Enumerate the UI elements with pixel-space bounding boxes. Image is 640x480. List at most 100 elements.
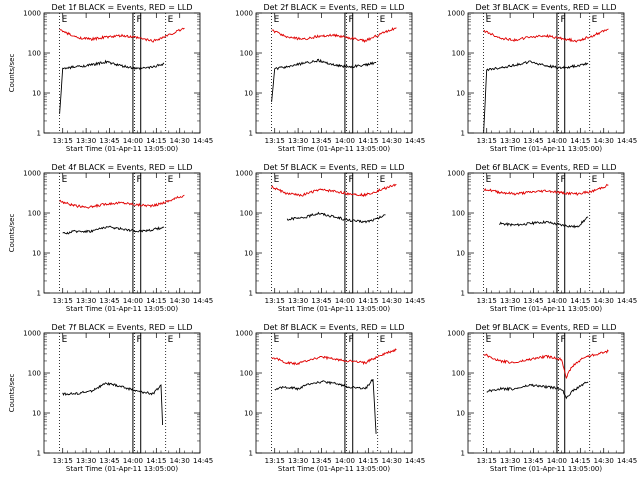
x-tick-label: 13:45 [311,297,331,305]
x-tick-label: 14:00 [123,137,143,145]
x-tick-label: 14:45 [193,137,213,145]
y-tick-label: 10 [456,250,465,258]
series-line-events [59,59,165,114]
series-line-lld [271,27,397,44]
x-tick-label: 13:30 [76,137,96,145]
marker-label: E [168,175,174,185]
chart-panel-3: Det 3f BLACK = Events, RED = LLD E F E 1 10 10… [447,3,637,153]
series-line-lld [483,28,609,43]
y-tick-label: 1000 [23,10,41,18]
x-tick-label: 14:45 [617,297,637,305]
x-axis-label: Start Time (01-Apr-11 13:05:00) [66,145,178,153]
x-tick-label: 13:45 [99,457,119,465]
x-tick-label: 13:30 [500,137,520,145]
chart-title: Det 2f BLACK = Events, RED = LLD [263,3,404,12]
x-tick-label: 13:15 [477,457,497,465]
x-tick-label: 14:45 [405,457,425,465]
x-tick-label: 14:15 [358,457,378,465]
y-tick-label: 1000 [447,170,465,178]
chart-panel-4: Det 4f BLACK = Events, RED = LLD E F E 1 10 10… [8,163,213,313]
x-tick-label: 14:45 [193,457,213,465]
marker-label: E [592,175,598,185]
series-line-lld [483,349,609,380]
chart-panel-2: Det 2f BLACK = Events, RED = LLD E F E 1 10 10… [235,3,425,153]
x-tick-label: 13:45 [311,457,331,465]
x-tick-label: 13:15 [477,297,497,305]
x-tick-label: 14:15 [146,137,166,145]
series-line-lld [271,183,397,198]
chart-panel-5: Det 5f BLACK = Events, RED = LLD E F E 1 10 10… [235,163,425,313]
y-tick-label: 10 [244,90,253,98]
x-tick-label: 13:30 [76,297,96,305]
series-line-events [274,379,377,434]
series-line-lld [59,27,185,43]
marker-label: E [62,335,68,345]
x-tick-label: 14:30 [170,457,190,465]
y-tick-label: 10 [456,410,465,418]
y-tick-label: 1000 [235,10,253,18]
plot-frame [467,12,625,134]
x-tick-label: 13:30 [76,457,96,465]
x-axis-label: Start Time (01-Apr-11 13:05:00) [490,465,602,473]
y-tick-label: 1 [37,450,41,458]
x-tick-label: 14:30 [594,457,614,465]
x-tick-label: 13:30 [288,137,308,145]
y-tick-label: 10 [244,250,253,258]
y-tick-label: 1000 [447,10,465,18]
plot-frame [43,332,201,454]
x-tick-label: 14:30 [594,137,614,145]
y-tick-label: 1 [37,290,41,298]
x-tick-label: 13:45 [523,297,543,305]
marker-label: E [168,335,174,345]
chart-title: Det 8f BLACK = Events, RED = LLD [263,323,404,332]
x-axis-label: Start Time (01-Apr-11 13:05:00) [66,465,178,473]
x-tick-label: 14:00 [123,457,143,465]
y-tick-label: 100 [452,210,465,218]
chart-panel-1: Det 1f BLACK = Events, RED = LLD E F E 1 10 10… [8,3,213,153]
series-line-events [271,58,377,102]
x-axis-label: Start Time (01-Apr-11 13:05:00) [490,145,602,153]
y-tick-label: 10 [244,410,253,418]
chart-title: Det 3f BLACK = Events, RED = LLD [475,3,616,12]
chart-panel-7: Det 7f BLACK = Events, RED = LLD E F E 1 10 10… [8,323,213,473]
y-tick-label: 100 [452,50,465,58]
x-tick-label: 14:45 [193,297,213,305]
x-tick-label: 14:45 [405,137,425,145]
y-tick-label: 1000 [23,330,41,338]
x-tick-label: 13:15 [477,137,497,145]
marker-label: F [136,175,141,185]
y-tick-label: 1 [37,130,41,138]
y-tick-label: 1 [461,290,465,298]
y-tick-label: 100 [240,370,253,378]
x-tick-label: 14:00 [547,297,567,305]
marker-label: E [274,335,280,345]
x-tick-label: 13:45 [523,137,543,145]
chart-title: Det 1f BLACK = Events, RED = LLD [51,3,192,12]
chart-title: Det 9f BLACK = Events, RED = LLD [475,323,616,332]
y-tick-label: 100 [452,370,465,378]
x-tick-label: 14:45 [405,297,425,305]
series-line-events [286,211,386,224]
x-tick-label: 14:15 [570,137,590,145]
chart-panel-8: Det 8f BLACK = Events, RED = LLD E F E 1 10 10… [235,323,425,473]
series-line-lld [271,348,397,366]
x-tick-label: 14:15 [358,137,378,145]
series-line-events [62,225,165,235]
x-tick-label: 14:15 [570,457,590,465]
series-line-events [483,60,589,134]
marker-label: F [560,335,565,345]
y-axis-label: Counts/sec [8,214,16,253]
y-tick-label: 1000 [447,330,465,338]
marker-label: F [136,335,141,345]
y-tick-label: 10 [32,250,41,258]
x-tick-label: 13:30 [288,297,308,305]
x-tick-label: 13:15 [53,137,73,145]
x-tick-label: 14:30 [170,137,190,145]
x-axis-label: Start Time (01-Apr-11 13:05:00) [278,305,390,313]
y-tick-label: 10 [456,90,465,98]
x-tick-label: 14:00 [123,297,143,305]
chart-panel-9: Det 9f BLACK = Events, RED = LLD E F E 1 10 10… [447,323,637,473]
x-tick-label: 13:45 [99,297,119,305]
marker-label: F [348,335,353,345]
